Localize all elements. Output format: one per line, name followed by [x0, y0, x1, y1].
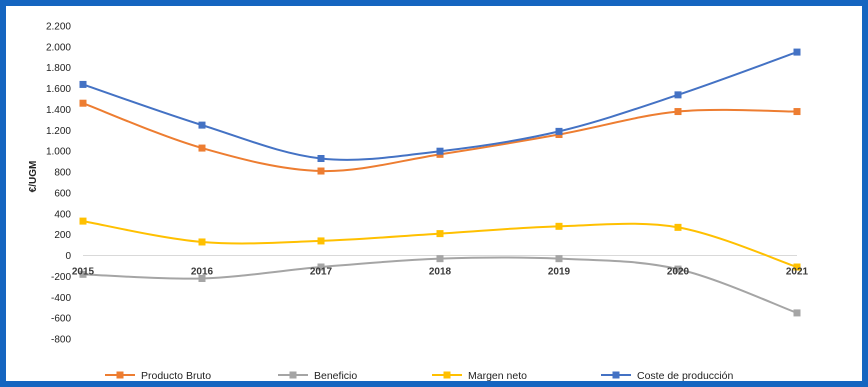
data-point: [674, 265, 682, 273]
legend-label: Margen neto: [468, 370, 527, 382]
data-point: [198, 238, 206, 246]
y-tick-label: 400: [54, 209, 71, 220]
data-point: [674, 108, 682, 116]
series-margen-neto: [79, 217, 801, 271]
data-point: [436, 255, 444, 263]
y-tick-label: -400: [51, 293, 71, 304]
data-point: [436, 230, 444, 238]
y-axis-title: €/UGM: [28, 161, 39, 193]
series-lines: [79, 48, 801, 317]
y-tick-label: 1.400: [46, 105, 71, 116]
data-point: [555, 127, 563, 135]
data-point: [674, 223, 682, 231]
data-point: [793, 263, 801, 271]
data-point: [79, 270, 87, 278]
y-tick-label: 600: [54, 188, 71, 199]
x-tick-label: 2016: [191, 267, 214, 278]
legend-label: Coste de producción: [637, 370, 733, 382]
data-point: [79, 99, 87, 107]
data-point: [198, 121, 206, 129]
x-tick-label: 2015: [72, 267, 95, 278]
legend-swatch-marker: [289, 371, 297, 379]
legend-label: Producto Bruto: [141, 370, 211, 382]
y-tick-label: 1.800: [46, 63, 71, 74]
data-point: [198, 274, 206, 282]
y-tick-label: -600: [51, 314, 71, 325]
data-point: [317, 167, 325, 175]
x-tick-label: 2017: [310, 267, 333, 278]
legend-swatch-marker: [612, 371, 620, 379]
y-tick-label: 2.000: [46, 42, 71, 53]
series-producto-bruto: [79, 99, 801, 175]
x-tick-label: 2018: [429, 267, 452, 278]
series-beneficio: [79, 255, 801, 317]
data-point: [555, 255, 563, 263]
y-tick-labels: 2.200 2.000 1.800 1.600 1.400 1.200 1.000 800 60…: [46, 22, 71, 346]
legend-item: Margen neto: [432, 370, 527, 382]
x-tick-label: 2021: [786, 267, 809, 278]
data-point: [79, 80, 87, 88]
data-point: [317, 155, 325, 163]
y-tick-label: 800: [54, 168, 71, 179]
legend-swatch-marker: [116, 371, 124, 379]
legend-item: Producto Bruto: [105, 370, 211, 382]
y-tick-label: 1.200: [46, 126, 71, 137]
data-point: [793, 309, 801, 317]
data-point: [793, 48, 801, 56]
data-point: [79, 217, 87, 225]
data-point: [674, 91, 682, 99]
legend: Producto Bruto Beneficio Margen neto Coste …: [105, 370, 733, 382]
series-line: [82, 102, 798, 173]
x-tick-label: 2020: [667, 267, 690, 278]
y-tick-label: 200: [54, 230, 71, 241]
y-tick-label: -200: [51, 272, 71, 283]
legend-item: Coste de producción: [601, 370, 733, 382]
y-tick-label: 1.000: [46, 147, 71, 158]
data-point: [436, 147, 444, 155]
y-axis-label: €/UGM: [28, 161, 39, 193]
data-point: [555, 222, 563, 230]
x-tick-labels: 2015 2016 2017 2018 2019 2020 2021: [72, 267, 809, 278]
y-tick-label: -800: [51, 335, 71, 346]
legend-swatch-marker: [443, 371, 451, 379]
y-tick-label: 1.600: [46, 84, 71, 95]
data-point: [317, 237, 325, 245]
data-point: [793, 108, 801, 116]
y-tick-label: 2.200: [46, 22, 71, 33]
x-tick-label: 2019: [548, 267, 571, 278]
series-coste-de-produccion: [79, 48, 801, 163]
data-point: [198, 144, 206, 152]
legend-label: Beneficio: [314, 370, 357, 382]
y-tick-label: 0: [65, 251, 71, 262]
legend-item: Beneficio: [278, 370, 357, 382]
data-point: [317, 263, 325, 271]
